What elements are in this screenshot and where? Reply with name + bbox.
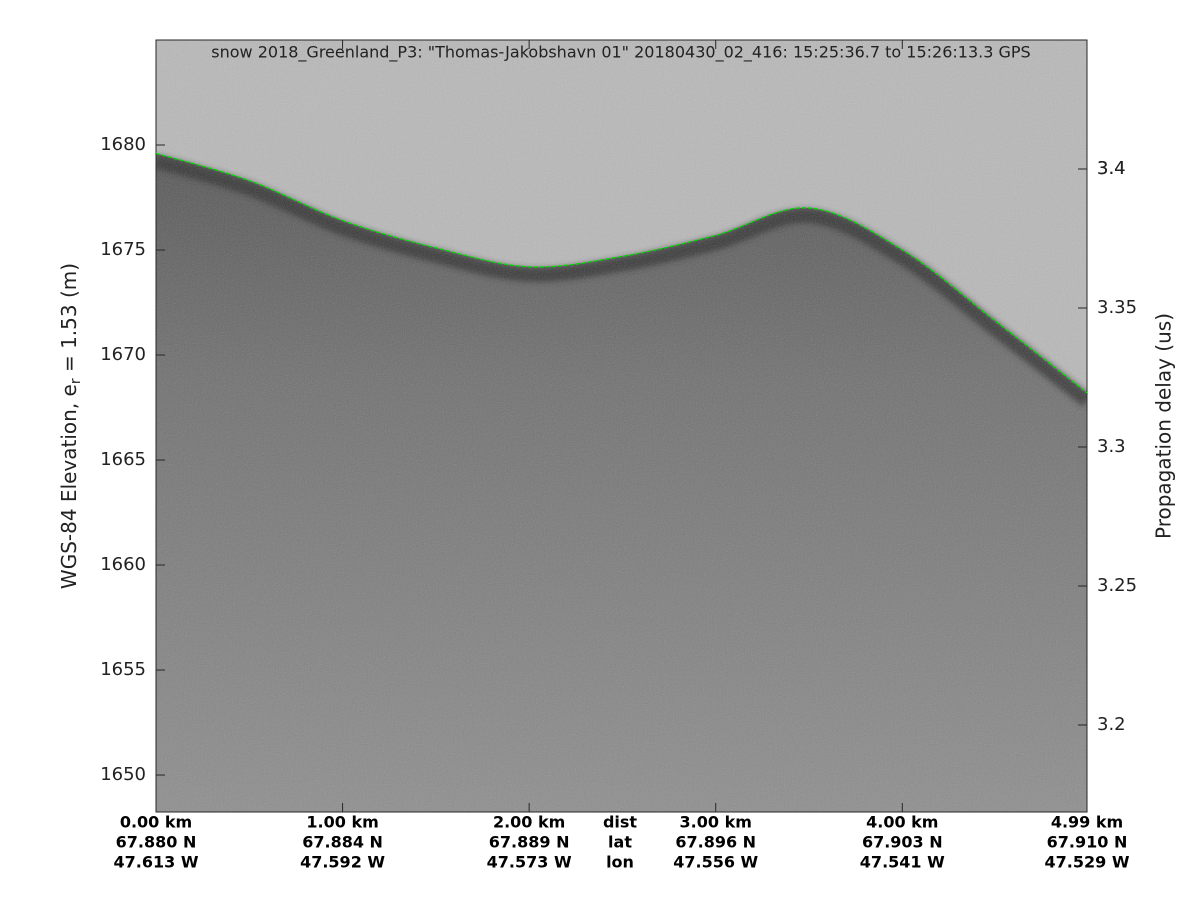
lon-label: 47.541 W [860,853,945,872]
lon-label: 47.592 W [300,853,385,872]
lat-label: 67.910 N [1047,833,1128,852]
lat-label: 67.903 N [862,833,943,852]
row-label: dist [603,813,637,832]
echogram [156,40,1087,812]
x-tick-label: 1.00 km [306,813,378,832]
y-axis-label: WGS-84 Elevation, er = 1.53 (m) [57,263,85,589]
y-tick-label: 1665 [100,449,146,470]
y2-axis-label: Propagation delay (us) [1152,313,1176,539]
y2-tick-label: 3.35 [1097,297,1137,318]
y2-tick-label: 3.4 [1097,158,1126,179]
x-tick-label: 3.00 km [680,813,752,832]
lon-label: 47.573 W [487,853,572,872]
x-tick-label: 4.99 km [1051,813,1123,832]
x-tick-label: 4.00 km [866,813,938,832]
y2-tick-label: 3.2 [1097,714,1126,735]
y2-tick-label: 3.25 [1097,575,1137,596]
y-tick-label: 1660 [100,554,146,575]
noise [156,40,1087,812]
y-tick-label: 1650 [100,764,146,785]
y-label-part: WGS-84 Elevation, e [57,384,81,589]
y-label-sub: r [68,378,84,384]
y-tick-label: 1680 [100,134,146,155]
y-tick-label: 1655 [100,659,146,680]
lat-label: 67.896 N [675,833,756,852]
x-tick-label: 2.00 km [493,813,565,832]
lon-label: 47.529 W [1045,853,1130,872]
lon-label: 47.613 W [114,853,199,872]
plot-frame [155,39,1088,813]
y2-tick-label: 3.3 [1097,436,1126,457]
lat-label: 67.880 N [116,833,197,852]
row-label: lat [608,833,632,852]
lon-label: 47.556 W [673,853,758,872]
x-tick-label: 0.00 km [120,813,192,832]
lat-label: 67.884 N [302,833,383,852]
chart-title: snow 2018_Greenland_P3: "Thomas-Jakobsha… [211,43,1030,63]
y-label-part: = 1.53 (m) [57,263,81,378]
y-tick-label: 1675 [100,239,146,260]
surface-line [155,152,1088,394]
row-label: lon [606,853,634,872]
y-tick-label: 1670 [100,344,146,365]
lat-label: 67.889 N [489,833,570,852]
y2-tick-label: 3.4 [1097,158,1126,179]
